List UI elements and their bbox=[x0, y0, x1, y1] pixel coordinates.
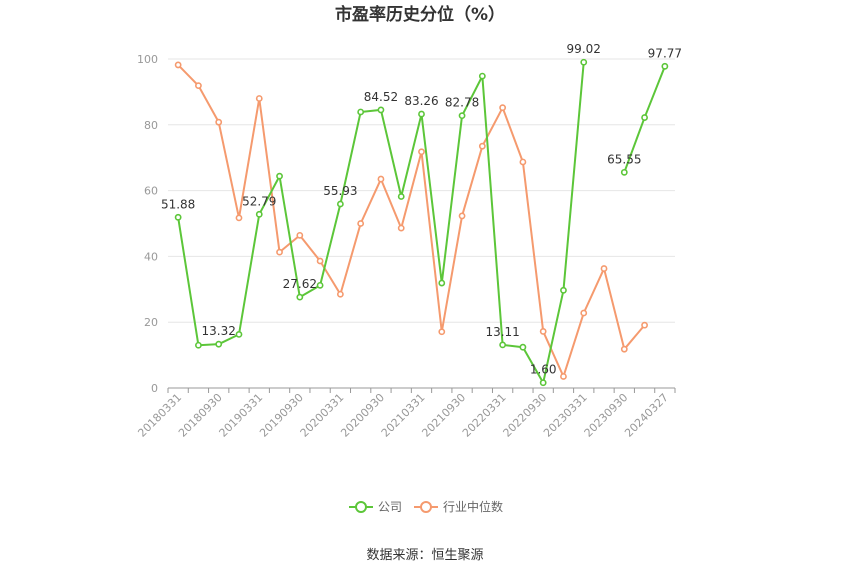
data-label: 83.26 bbox=[404, 94, 438, 108]
point-industry bbox=[357, 220, 365, 227]
point-industry bbox=[539, 328, 547, 335]
point-company bbox=[276, 172, 283, 180]
legend-marker-company bbox=[355, 501, 367, 513]
data-source: 数据来源：恒生聚源 bbox=[366, 548, 483, 563]
legend-label-company: 公司 bbox=[378, 500, 402, 514]
point-industry bbox=[195, 82, 202, 90]
data-label: 13.11 bbox=[485, 325, 519, 339]
point-industry bbox=[560, 373, 567, 380]
point-company bbox=[499, 341, 507, 349]
point-company bbox=[661, 62, 669, 70]
data-label: 27.62 bbox=[283, 277, 317, 291]
point-industry bbox=[499, 104, 507, 112]
point-company bbox=[316, 281, 324, 289]
point-industry bbox=[296, 231, 304, 239]
point-company bbox=[519, 343, 527, 351]
data-label: 13.32 bbox=[202, 324, 236, 338]
data-label: 97.77 bbox=[648, 46, 682, 60]
point-company bbox=[397, 193, 405, 200]
point-company bbox=[620, 168, 628, 176]
point-company bbox=[641, 114, 648, 121]
point-company bbox=[174, 213, 182, 221]
series-line-company bbox=[177, 62, 666, 384]
point-company bbox=[458, 112, 466, 120]
y-tick-label: 40 bbox=[144, 250, 158, 263]
point-industry bbox=[519, 158, 527, 166]
point-company bbox=[296, 293, 304, 301]
x-axis: 2018033120180930201903312019093020200331… bbox=[135, 387, 676, 440]
data-label: 82.78 bbox=[445, 96, 479, 110]
point-industry bbox=[438, 328, 446, 336]
y-tick-label: 100 bbox=[137, 53, 158, 66]
data-labels: 51.88 13.32 52.79 27.62 55.93 84.52 83.26 82.78… bbox=[161, 42, 682, 377]
y-tick-label: 60 bbox=[144, 185, 158, 198]
point-industry bbox=[478, 142, 486, 150]
chart-title: 市盈率历史分位（%） bbox=[335, 4, 505, 25]
point-industry bbox=[580, 309, 588, 317]
point-company bbox=[357, 108, 365, 116]
point-industry bbox=[620, 345, 628, 353]
point-industry bbox=[458, 212, 466, 220]
y-tick-label: 80 bbox=[144, 119, 158, 132]
series-group bbox=[174, 58, 669, 387]
point-company bbox=[418, 110, 425, 118]
legend[interactable]: 公司 行业中位数 bbox=[349, 499, 503, 514]
point-industry bbox=[276, 248, 283, 256]
data-label: 1.60 bbox=[530, 363, 557, 377]
point-industry bbox=[377, 175, 385, 183]
point-company bbox=[377, 106, 385, 114]
point-industry bbox=[316, 257, 324, 265]
point-industry bbox=[235, 214, 243, 222]
data-label: 99.02 bbox=[567, 42, 601, 56]
point-company bbox=[438, 279, 446, 287]
point-company bbox=[539, 379, 547, 387]
data-label: 52.79 bbox=[242, 194, 276, 208]
point-industry bbox=[215, 118, 223, 126]
point-company bbox=[255, 210, 263, 218]
y-axis: 0 20 40 60 80 100 bbox=[137, 53, 158, 395]
legend-marker-industry bbox=[420, 501, 432, 513]
data-label: 84.52 bbox=[364, 90, 398, 104]
point-industry bbox=[418, 148, 425, 156]
point-company bbox=[478, 72, 486, 80]
legend-label-industry: 行业中位数 bbox=[443, 499, 503, 514]
point-industry bbox=[600, 265, 608, 272]
point-industry bbox=[641, 321, 648, 329]
legend-item-company[interactable]: 公司 bbox=[349, 500, 402, 514]
data-label: 65.55 bbox=[607, 152, 641, 166]
x-tick-label: 20240327 bbox=[622, 391, 671, 440]
point-industry bbox=[174, 61, 182, 69]
data-label: 51.88 bbox=[161, 197, 195, 211]
point-company bbox=[560, 286, 567, 294]
point-company bbox=[215, 340, 223, 348]
point-company bbox=[195, 341, 202, 349]
y-tick-label: 20 bbox=[144, 316, 158, 329]
point-company bbox=[235, 330, 243, 338]
series-line-industry bbox=[177, 64, 646, 378]
y-tick-label: 0 bbox=[151, 382, 158, 395]
point-industry bbox=[336, 290, 344, 298]
point-company bbox=[580, 58, 588, 66]
point-company bbox=[336, 200, 344, 208]
point-industry bbox=[397, 224, 405, 232]
point-industry bbox=[255, 95, 263, 102]
legend-item-industry[interactable]: 行业中位数 bbox=[414, 499, 503, 514]
data-label: 55.93 bbox=[323, 184, 357, 198]
